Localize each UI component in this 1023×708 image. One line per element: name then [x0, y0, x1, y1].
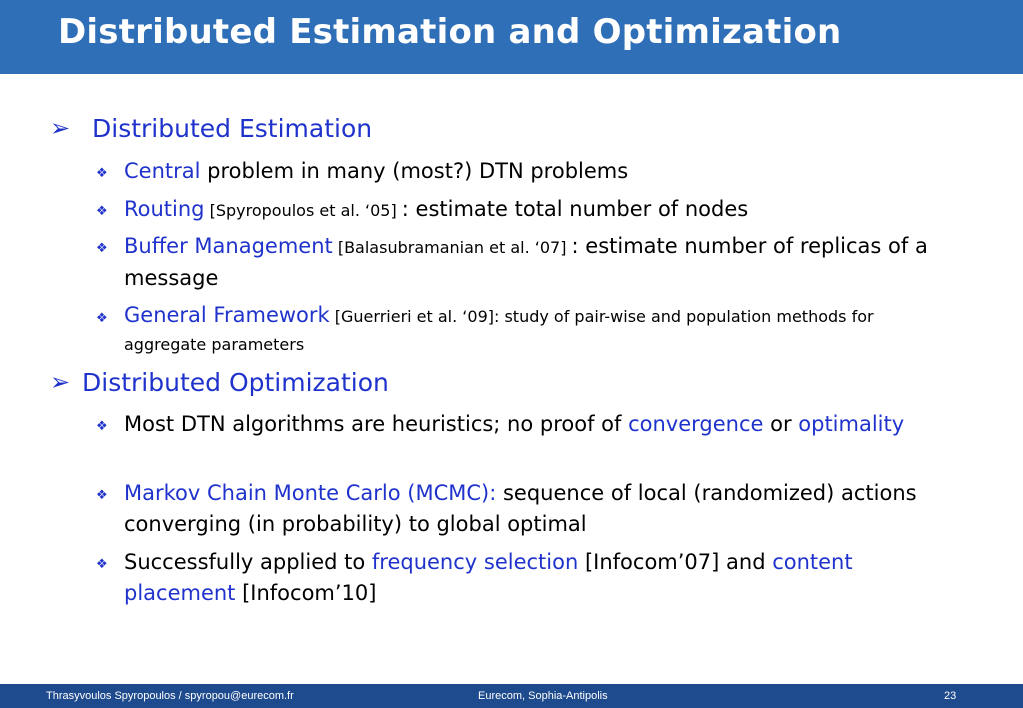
page-number: 23: [944, 690, 957, 702]
highlight-text: frequency selection: [371, 550, 579, 574]
item-text: [Infocom’10]: [235, 581, 377, 605]
citation-text: [Balasubramanian et al. ‘07]: [332, 238, 572, 257]
footer-author: Thrasyvoulos Spyropoulos / spyropou@eure…: [46, 690, 294, 702]
list-item: Successfully applied to frequency select…: [124, 547, 954, 609]
highlight-text: content placement: [124, 550, 853, 605]
diamond-bullet-icon: ❖: [96, 488, 108, 503]
highlight-text: General Framework: [124, 303, 330, 327]
list-item: Buffer Management [Balasubramanian et al…: [124, 231, 954, 294]
item-text: Successfully applied to: [124, 550, 372, 574]
item-text: sequence of local (randomized) actions c…: [124, 481, 917, 536]
highlight-text: Routing: [124, 197, 205, 221]
diamond-bullet-icon: ❖: [96, 557, 108, 572]
highlight-text: optimality: [798, 412, 905, 436]
list-item: Markov Chain Monte Carlo (MCMC): sequenc…: [124, 478, 954, 540]
list-item: Most DTN algorithms are heuristics; no p…: [124, 409, 954, 440]
list-item: General Framework [Guerrieri et al. ‘09]…: [124, 302, 954, 358]
highlight-text: convergence: [628, 412, 764, 436]
citation-text: [Guerrieri et al. ‘09]: study of pair-wi…: [124, 307, 874, 354]
slide-content: ➢ Distributed Estimation ❖ Central probl…: [50, 114, 954, 609]
list-item: Routing [Spyropoulos et al. ‘05] : estim…: [124, 194, 954, 226]
list-item: Central problem in many (most?) DTN prob…: [124, 156, 954, 187]
footer-bar: Thrasyvoulos Spyropoulos / spyropou@eure…: [0, 684, 1023, 708]
diamond-bullet-icon: ❖: [96, 311, 108, 326]
item-text: Most DTN algorithms are heuristics; no p…: [124, 412, 629, 436]
citation-text: [Spyropoulos et al. ‘05]: [204, 201, 402, 220]
footer-institution: Eurecom, Sophia-Antipolis: [478, 690, 608, 702]
diamond-bullet-icon: ❖: [96, 419, 108, 434]
highlight-text: Buffer Management: [124, 234, 333, 258]
item-text: : estimate number of replicas of a messa…: [124, 234, 928, 290]
highlight-text: Markov Chain Monte Carlo (MCMC):: [124, 481, 497, 505]
arrow-bullet-icon: ➢: [50, 114, 71, 142]
arrow-bullet-icon: ➢: [50, 368, 71, 396]
diamond-bullet-icon: ❖: [96, 204, 108, 219]
diamond-bullet-icon: ❖: [96, 166, 108, 181]
diamond-bullet-icon: ❖: [96, 241, 108, 256]
item-text: : estimate total number of nodes: [401, 197, 749, 221]
slide-title: Distributed Estimation and Optimization: [58, 12, 842, 52]
item-text: problem in many (most?) DTN problems: [200, 159, 629, 183]
item-text: or: [763, 412, 799, 436]
section-heading-optimization: Distributed Optimization: [82, 368, 389, 397]
highlight-text: Central: [124, 159, 201, 183]
item-text: [Infocom’07] and: [578, 550, 773, 574]
title-bar: Distributed Estimation and Optimization: [0, 0, 1023, 74]
section-heading-estimation: Distributed Estimation: [92, 114, 373, 143]
